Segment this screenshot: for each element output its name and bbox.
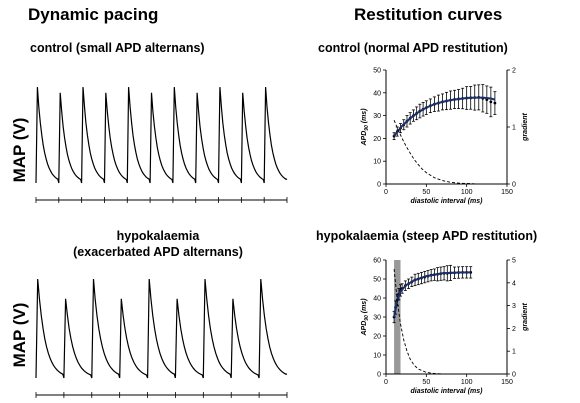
y2-tick-label: 0: [512, 182, 516, 189]
y2-tick-label: 2: [512, 326, 516, 333]
y2-tick-label: 5: [512, 258, 516, 265]
left-heading: Dynamic pacing: [28, 5, 158, 24]
y-tick-label: 50: [373, 68, 381, 75]
x-tick-label: 150: [501, 189, 513, 196]
y-tick-label: 50: [373, 277, 381, 284]
hypokalaemia-pacing-title-line1: hypokalaemia: [117, 229, 201, 243]
y2-tick-label: 1: [512, 125, 516, 132]
hypokalaemia-restitution-title: hypokalaemia (steep APD restitution): [316, 229, 537, 243]
y-tick-label: 30: [373, 113, 381, 120]
y-tick-label: 0: [377, 182, 381, 189]
map-ylabel-bottom: MAP (V): [10, 303, 29, 368]
y2-tick-label: 1: [512, 349, 516, 356]
y-tick-label: 40: [373, 90, 381, 97]
y-axis-label-main: APD: [361, 131, 368, 147]
y-tick-label: 20: [373, 136, 381, 143]
control-map-trace: [35, 87, 288, 203]
y-tick-label: 20: [373, 334, 381, 341]
map-waveform: [35, 278, 288, 379]
x-tick-label: 150: [501, 379, 513, 386]
apd-data-point: [489, 100, 493, 104]
x-axis-label: diastolic interval (ms): [411, 198, 484, 205]
control-pacing-title: control (small APD alternans): [30, 41, 205, 55]
y2-tick-label: 0: [512, 372, 516, 379]
y-tick-label: 60: [373, 258, 381, 265]
x-tick-label: 100: [461, 189, 473, 196]
map-ylabel-top: MAP (V): [10, 118, 29, 183]
y-tick-label: 10: [373, 353, 381, 360]
x-tick-label: 0: [384, 189, 388, 196]
apd-fit-curve: [393, 271, 471, 318]
apd-fit-curve: [393, 96, 496, 137]
y2-tick-label: 3: [512, 303, 516, 310]
steep-region-shade: [394, 260, 401, 374]
y-tick-label: 10: [373, 159, 381, 166]
gradient-curve: [393, 269, 443, 375]
x-tick-label: 50: [422, 379, 430, 386]
x-axis-label: diastolic interval (ms): [411, 388, 484, 395]
y2-axis-label: gradient: [522, 303, 529, 332]
hypokalaemia-pacing-title-line2: (exacerbated APD alternans): [73, 245, 243, 259]
map-waveform: [35, 87, 288, 184]
y-axis-label-unit: (ms): [361, 298, 368, 315]
y-axis-label-main: APD: [361, 321, 368, 337]
apd-data-point: [493, 101, 497, 105]
y-axis-label-unit: (ms): [361, 108, 368, 125]
y-axis-label: APD90 (ms): [361, 108, 370, 147]
y2-tick-label: 4: [512, 280, 516, 287]
control-restitution-title: control (normal APD restitution): [318, 41, 508, 55]
y-tick-label: 30: [373, 315, 381, 322]
y2-tick-label: 2: [512, 68, 516, 75]
y-axis-label-sub: 90: [364, 125, 370, 131]
y-axis-label-sub: 90: [364, 315, 370, 321]
x-tick-label: 50: [422, 189, 430, 196]
gradient-curve: [393, 120, 475, 185]
y-tick-label: 0: [377, 372, 381, 379]
right-heading: Restitution curves: [354, 5, 502, 24]
hypokalaemia-map-trace: [35, 278, 288, 398]
x-tick-label: 0: [384, 379, 388, 386]
y-axis-label: APD90 (ms): [361, 298, 370, 337]
x-tick-label: 100: [461, 379, 473, 386]
y-tick-label: 40: [373, 296, 381, 303]
y2-axis-label: gradient: [522, 113, 529, 142]
